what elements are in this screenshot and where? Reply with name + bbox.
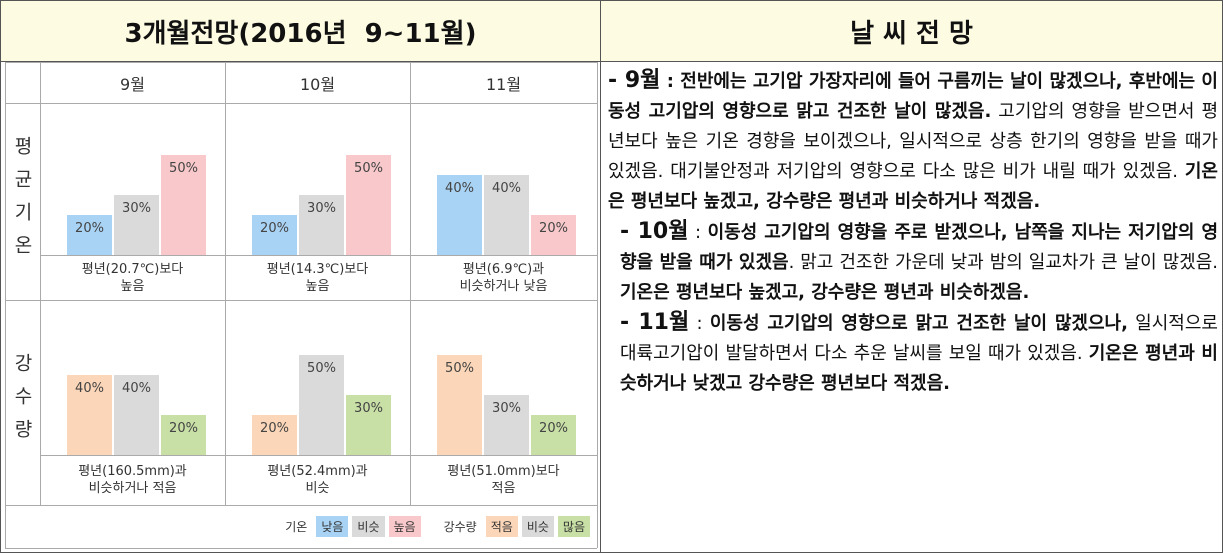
legend-item: 낮음: [316, 516, 349, 537]
table-line: [5, 103, 597, 104]
bar: [437, 355, 482, 455]
bar: [161, 415, 206, 455]
text-bold: 이동성 고기압의 영향을 주로 받겠으나, 남쪽을 지나는 저기압의 영향을 받…: [620, 222, 1219, 273]
month-label: 11월: [485, 74, 522, 94]
paragraph: - 10월 : 이동성 고기압의 영향을 주로 받겠으나, 남쪽을 지나는 저기…: [608, 217, 1218, 308]
bar: [346, 395, 391, 455]
value-label: 50%: [307, 361, 336, 376]
value-label: 20%: [539, 221, 568, 236]
row-label: 강수량: [11, 353, 33, 452]
value-label: 40%: [445, 181, 474, 196]
table-line: [5, 505, 6, 548]
value-label: 50%: [169, 161, 198, 176]
table-line: [410, 62, 411, 505]
legend-item: 적음: [485, 516, 518, 537]
row-label: 평균기온: [11, 135, 33, 268]
legend-title: 강수량: [443, 520, 477, 534]
divider: [600, 61, 601, 553]
table-line: [225, 62, 226, 505]
value-label: 40%: [75, 381, 104, 396]
bar: [67, 215, 112, 255]
month-label: 10월: [299, 74, 336, 94]
right-header: 날 씨 전 망: [600, 0, 1223, 62]
bar: [299, 195, 344, 255]
bar: [484, 395, 529, 455]
table-line: [40, 255, 597, 256]
value-label: 20%: [260, 221, 289, 236]
value-label: 30%: [122, 201, 151, 216]
bar: [114, 195, 159, 255]
value-label: 20%: [75, 221, 104, 236]
caption: 평년(52.4mm)과 비슷: [267, 464, 368, 496]
outlook-text: - 9월 : 전반에는 고기압 가장자리에 들어 구름끼는 날이 많겠으나, 후…: [608, 66, 1218, 399]
text-normal: 고기압의 영향을 받으면서 평년보다 높은 기온 경향을 보이겠으나, 일시적으…: [608, 101, 1219, 182]
bar: [114, 375, 159, 455]
legend: 기온 낮음 비슷 높음 강수량 적음 비슷 많음: [5, 505, 590, 548]
legend-item: 높음: [388, 516, 421, 537]
text-normal: . 맑고 건조한 가운데 낮과 밤의 일교차가 큰 날이 많겠음.: [788, 252, 1218, 273]
caption: 평년(14.3℃)보다 높음: [266, 261, 369, 294]
legend-item: 비슷: [352, 516, 385, 537]
table-line: [5, 62, 597, 63]
value-label: 30%: [307, 201, 336, 216]
bar: [67, 375, 112, 455]
text-month: - 10월: [620, 219, 689, 244]
value-label: 20%: [539, 421, 568, 436]
value-label: 30%: [354, 401, 383, 416]
bar: [252, 215, 297, 255]
table-line: [597, 505, 598, 548]
value-label: 40%: [122, 381, 151, 396]
paragraph: - 9월 : 전반에는 고기압 가장자리에 들어 구름끼는 날이 많겠으나, 후…: [608, 66, 1218, 217]
table-line: [40, 455, 597, 456]
text-normal: :: [689, 313, 710, 334]
caption: 평년(6.9℃)과 비슷하거나 낮음: [459, 261, 548, 294]
month-label: 9월: [120, 74, 145, 94]
legend-title: 기온: [285, 520, 308, 534]
legend-item: 많음: [557, 516, 590, 537]
table-line: [597, 62, 598, 505]
bar: [484, 175, 529, 255]
value-label: 30%: [492, 401, 521, 416]
value-label: 40%: [492, 181, 521, 196]
text-month: - 9월: [608, 68, 661, 93]
bar: [346, 155, 391, 255]
table-line: [40, 62, 41, 505]
bar: [252, 415, 297, 455]
caption: 평년(20.7℃)보다 높음: [81, 261, 184, 294]
bar: [437, 175, 482, 255]
caption: 평년(51.0mm)보다 적음: [447, 464, 560, 496]
legend-item: 비슷: [521, 516, 554, 537]
text-bold: : 전반에는 고기압 가장자리에 들어 구름끼는 날이 많겠으나, 후반에는 이…: [608, 71, 1218, 122]
table-line: [5, 300, 597, 301]
text-month: - 11월: [620, 310, 690, 335]
value-label: 20%: [169, 421, 198, 436]
table-line: [5, 62, 6, 505]
bar: [531, 215, 576, 255]
bar: [161, 155, 206, 255]
text-normal: 일시적으로 대륙고기압이 발달하면서 다소 추운 날씨를 보일 때가 있겠음.: [620, 313, 1218, 364]
text-bold: 이동성 고기압의 영향으로 맑고 건조한 날이 많겠으나,: [709, 313, 1128, 334]
table-line: [5, 548, 597, 549]
value-label: 50%: [354, 161, 383, 176]
bar: [299, 355, 344, 455]
value-label: 20%: [260, 421, 289, 436]
bar: [531, 415, 576, 455]
text-normal: :: [688, 222, 708, 243]
text-bold: 기온은 평년보다 높겠고, 강수량은 평년과 비슷하겠음.: [620, 282, 1030, 303]
caption: 평년(160.5mm)과 비슷하거나 적음: [78, 464, 187, 496]
text-bold: 기온은 평년과 비슷하거나 낮겠고 강수량은 평년보다 적겠음.: [620, 343, 1218, 394]
text-bold: 기온은 평년보다 높겠고, 강수량은 평년과 비슷하거나 적겠음.: [608, 161, 1218, 212]
paragraph: - 11월 : 이동성 고기압의 영향으로 맑고 건조한 날이 많겠으나, 일시…: [608, 308, 1218, 399]
left-header: 3개월전망(2016년 9~11월): [0, 0, 601, 62]
value-label: 50%: [445, 361, 474, 376]
table-line: [5, 505, 597, 506]
